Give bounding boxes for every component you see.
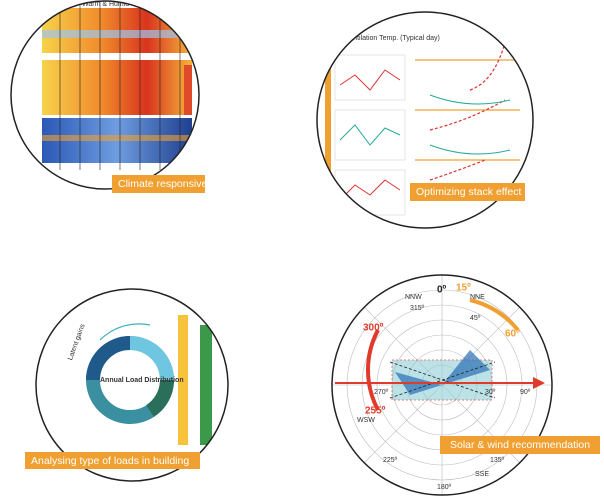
direction: NNW bbox=[405, 294, 422, 301]
degree: 30º bbox=[485, 389, 496, 396]
panel-label: Solar & wind recommendation bbox=[450, 439, 590, 451]
frame bbox=[331, 274, 553, 496]
degree: 315º bbox=[410, 305, 425, 312]
donut-title: Annual Load Distribution bbox=[100, 377, 184, 384]
degree: 300º bbox=[363, 323, 384, 334]
frame bbox=[35, 288, 229, 482]
degree: 225º bbox=[383, 457, 398, 464]
frame bbox=[316, 11, 534, 229]
degree: 180º bbox=[437, 484, 452, 491]
label-box bbox=[112, 175, 205, 193]
degree-labels: 0º 15º 60º 300º 255º 270º 90º 315º 45º 3… bbox=[357, 283, 531, 491]
label-box bbox=[25, 452, 200, 469]
degree: 90º bbox=[520, 389, 531, 396]
degree: 45º bbox=[470, 315, 481, 322]
degree: 255º bbox=[365, 406, 386, 417]
degree: 15º bbox=[456, 283, 471, 294]
frame bbox=[10, 0, 200, 190]
panel-label: Analysing type of loads in building bbox=[31, 455, 189, 467]
loads-panel: Annual Load Distribution Latent gains To… bbox=[36, 289, 228, 481]
season-label: Moderate bbox=[150, 1, 180, 8]
degree: 270º bbox=[374, 389, 389, 396]
degree: 60º bbox=[505, 329, 520, 340]
label-box bbox=[440, 436, 600, 454]
direction: NNE bbox=[470, 294, 485, 301]
climate-panel: Warm & Humid Moderate bbox=[11, 1, 199, 189]
panel-label: Optimizing stack effect bbox=[416, 186, 522, 198]
direction: WSW bbox=[357, 417, 375, 424]
season-label: Warm & Humid bbox=[82, 1, 129, 8]
direction: SSE bbox=[475, 471, 489, 478]
label-box bbox=[410, 183, 525, 201]
degree: 135º bbox=[490, 457, 505, 464]
panel-label: Climate responsive bbox=[118, 178, 207, 190]
degree: 0º bbox=[437, 285, 447, 296]
chart-caption: Ventilation Temp. (Typical day) bbox=[345, 35, 440, 42]
